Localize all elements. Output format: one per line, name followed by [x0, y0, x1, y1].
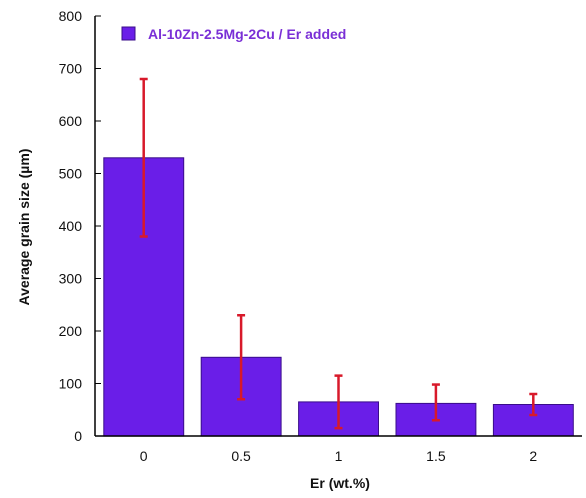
y-tick-label: 700: [59, 61, 83, 77]
x-tick-label: 0.5: [231, 448, 251, 464]
y-tick-label: 300: [59, 271, 83, 287]
x-tick-label: 1.5: [426, 448, 446, 464]
y-tick-label: 400: [59, 218, 83, 234]
y-tick-label: 200: [59, 323, 83, 339]
x-tick-label: 0: [140, 448, 148, 464]
y-axis-title: Average grain size (µm): [16, 149, 32, 306]
legend-swatch: [121, 26, 136, 41]
y-tick-label: 0: [74, 428, 82, 444]
axes: 0 0.5 1 1.5 2 0 100 200 300 400 500 600 700 800: [59, 8, 582, 464]
x-tick-label: 1: [335, 448, 343, 464]
y-tick-label: 600: [59, 113, 83, 129]
legend-label: Al-10Zn-2.5Mg-2Cu / Er added: [148, 26, 346, 42]
y-tick-label: 500: [59, 166, 83, 182]
legend-frame: [95, 16, 575, 52]
plot-area: [103, 77, 574, 437]
x-axis-title: Er (wt.%): [310, 475, 370, 491]
x-tick-label: 2: [529, 448, 537, 464]
legend: Al-10Zn-2.5Mg-2Cu / Er added: [95, 16, 575, 52]
y-tick-label: 100: [59, 376, 83, 392]
y-tick-label: 800: [59, 8, 83, 24]
